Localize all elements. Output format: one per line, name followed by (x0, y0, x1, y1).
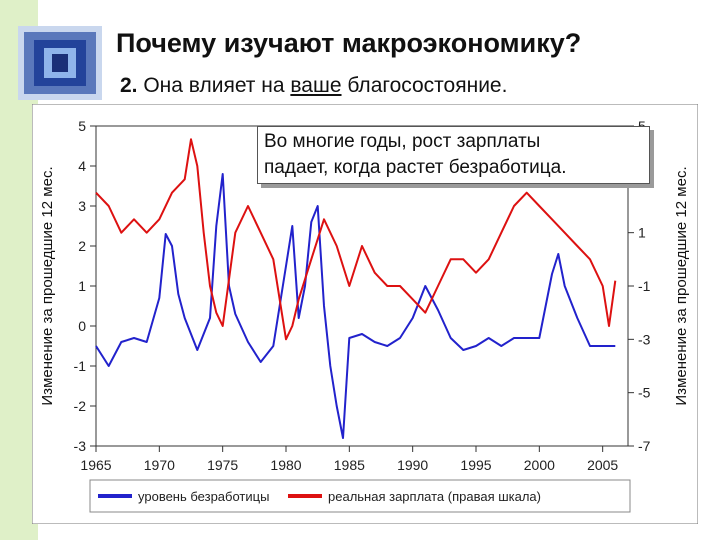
y-tick-label: 0 (78, 318, 86, 334)
x-tick-label: 2005 (587, 457, 618, 473)
subtitle-underlined-word: ваше (290, 74, 342, 97)
x-tick-label: 1985 (334, 457, 365, 473)
subtitle-number: 2. (120, 74, 138, 97)
slide-logo-icon (18, 26, 102, 100)
series-line-unemployment (95, 173, 616, 439)
callout-line-2: падает, когда растет безработица. (264, 157, 567, 178)
y2-tick-label: -7 (638, 438, 651, 454)
callout-line-1: Во многие годы, рост зарплаты (264, 131, 541, 152)
y-tick-label: 3 (78, 198, 86, 214)
y-tick-label: -3 (74, 438, 87, 454)
y2-axis-label: Изменение за прошедшие 12 мес. (673, 166, 690, 405)
annotation-callout: Во многие годы, рост зарплаты падает, ко… (257, 126, 650, 184)
x-tick-label: 1970 (144, 457, 175, 473)
subtitle-text-after: благосостояние. (341, 74, 508, 97)
x-tick-label: 1965 (80, 457, 111, 473)
y2-tick-label: -5 (638, 385, 651, 401)
y2-tick-label: -3 (638, 331, 651, 347)
legend-label-unemployment: уровень безработицы (138, 489, 269, 504)
y2-tick-label: 1 (638, 225, 646, 241)
x-tick-label: 1975 (207, 457, 238, 473)
y-axis-label: Изменение за прошедшие 12 мес. (39, 166, 56, 405)
y-tick-label: -1 (74, 358, 87, 374)
legend-box (89, 479, 631, 513)
slide-title: Почему изучают макроэкономику? (116, 28, 582, 58)
y-tick-label: -2 (74, 398, 87, 414)
y2-tick-label: -1 (638, 278, 651, 294)
x-tick-label: 1990 (397, 457, 428, 473)
y-tick-label: 2 (78, 238, 86, 254)
y-tick-label: 1 (78, 278, 86, 294)
x-tick-label: 1995 (460, 457, 491, 473)
x-tick-label: 1980 (270, 457, 301, 473)
series-line-real-wage (95, 138, 617, 341)
x-tick-label: 2000 (524, 457, 555, 473)
y-tick-label: 4 (78, 158, 86, 174)
legend-label-real-wage: реальная зарплата (правая шкала) (328, 489, 541, 504)
subtitle-text-before: Она влияет на (137, 74, 291, 97)
slide-subtitle: 2. Она влияет на ваше благосостояние. (120, 74, 507, 98)
y-tick-label: 5 (78, 118, 86, 134)
